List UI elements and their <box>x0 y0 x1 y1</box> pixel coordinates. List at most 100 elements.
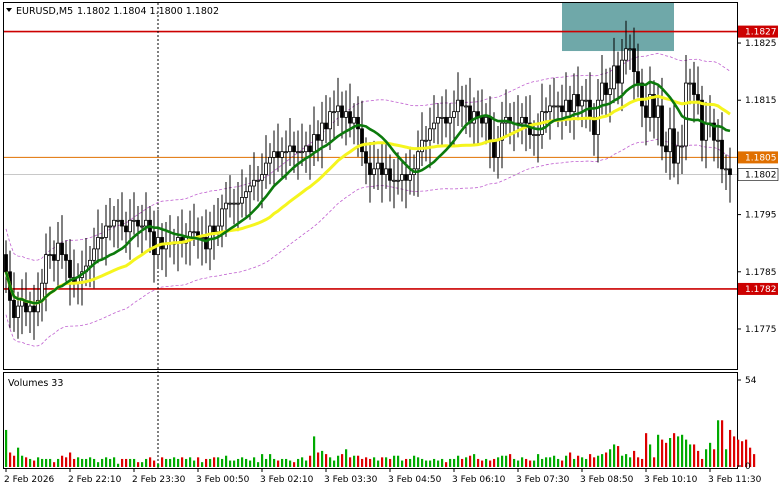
candle-body <box>392 179 396 182</box>
candle-body <box>312 134 316 153</box>
candle <box>276 123 280 172</box>
candle <box>360 100 364 166</box>
candle-body <box>488 116 492 141</box>
volume-bar <box>605 452 608 467</box>
volume-bar <box>233 460 236 467</box>
candle-body <box>68 259 72 278</box>
candle-body <box>16 305 20 318</box>
volume-bar <box>569 452 572 467</box>
candle <box>384 140 388 189</box>
volume-bar <box>169 458 172 467</box>
candle-body <box>464 105 468 108</box>
volume-bar <box>269 454 272 467</box>
volume-tick-label: 54 <box>745 376 757 386</box>
volume-bar <box>117 463 120 467</box>
volume-bar <box>361 458 364 467</box>
candle-body <box>536 134 540 136</box>
candle <box>264 135 268 189</box>
candle-body <box>564 99 568 113</box>
candle-body <box>380 162 384 175</box>
candle-body <box>524 116 528 124</box>
volume-bar <box>445 462 448 467</box>
candle <box>380 141 384 203</box>
volume-bar <box>317 452 320 467</box>
candle <box>524 96 528 152</box>
volume-bar <box>641 458 644 467</box>
candle <box>128 199 132 260</box>
level-tag-bg <box>738 282 778 295</box>
volume-bar <box>385 457 388 467</box>
volume-bar <box>481 460 484 467</box>
volume-bar <box>721 420 724 467</box>
candle <box>116 199 120 249</box>
volume-bar <box>401 460 404 467</box>
volume-bar <box>49 458 52 467</box>
candle <box>696 66 700 115</box>
envelope-lower-line <box>5 138 731 347</box>
candle <box>428 107 432 169</box>
level-tag-label: 1.1782 <box>745 285 777 295</box>
candle <box>456 72 460 126</box>
volume-bar <box>221 458 224 467</box>
candle-body <box>696 94 700 101</box>
volume-bar <box>529 460 532 467</box>
candle-body <box>568 99 572 113</box>
ma-slow-line <box>4 94 731 305</box>
candle <box>460 85 464 128</box>
volume-bar <box>577 455 580 467</box>
volume-bar <box>329 457 332 467</box>
candle-body <box>308 145 312 153</box>
volume-bar <box>209 458 212 467</box>
volume-bar <box>273 458 276 467</box>
volume-bar <box>341 454 344 467</box>
volume-bar <box>485 458 488 467</box>
collapse-arrow-icon[interactable] <box>6 8 12 12</box>
volume-bar <box>609 449 612 467</box>
candle <box>628 34 632 70</box>
candle <box>408 146 412 195</box>
candle <box>224 181 228 237</box>
candle-body <box>112 219 116 227</box>
volume-bar <box>693 444 696 467</box>
volume-bar <box>241 457 244 467</box>
volume-bar <box>377 460 380 467</box>
candle <box>232 188 236 225</box>
volume-bar <box>653 457 656 467</box>
candle-body <box>548 105 552 113</box>
volume-bar <box>725 449 728 467</box>
candle-body <box>140 225 144 228</box>
candle <box>336 77 340 126</box>
volume-bar <box>389 458 392 467</box>
candle-body <box>372 168 376 175</box>
candle-body <box>304 145 308 153</box>
candle-body <box>96 237 100 250</box>
volume-bar <box>185 458 188 467</box>
candle-body <box>556 105 560 108</box>
candle-body <box>12 299 16 318</box>
volume-bar <box>533 460 536 467</box>
price-tick-label: 1.1775 <box>745 325 777 335</box>
volume-bar <box>13 455 16 467</box>
time-tick-label: 3 Feb 10:10 <box>644 475 698 485</box>
volume-bar <box>229 460 232 467</box>
candle-body <box>360 128 364 153</box>
candle-body <box>376 162 380 170</box>
candle-body <box>344 111 348 118</box>
volume-bar <box>677 436 680 467</box>
candle-body <box>260 174 264 181</box>
candle-body <box>384 168 388 175</box>
volume-bar <box>665 442 668 467</box>
time-tick-label: 3 Feb 07:30 <box>516 475 570 485</box>
candle-body <box>388 168 392 181</box>
candle <box>548 84 552 140</box>
candle-body <box>252 179 256 187</box>
candle <box>104 204 108 266</box>
candle-body <box>340 105 344 118</box>
volume-bar <box>349 457 352 467</box>
candle-body <box>576 94 580 107</box>
volume-bar <box>105 457 108 467</box>
time-tick-label: 2 Feb 23:30 <box>132 475 186 485</box>
candle <box>576 66 580 121</box>
current-price-tag-label: 1.1802 <box>745 171 777 181</box>
candle-body <box>660 105 664 147</box>
